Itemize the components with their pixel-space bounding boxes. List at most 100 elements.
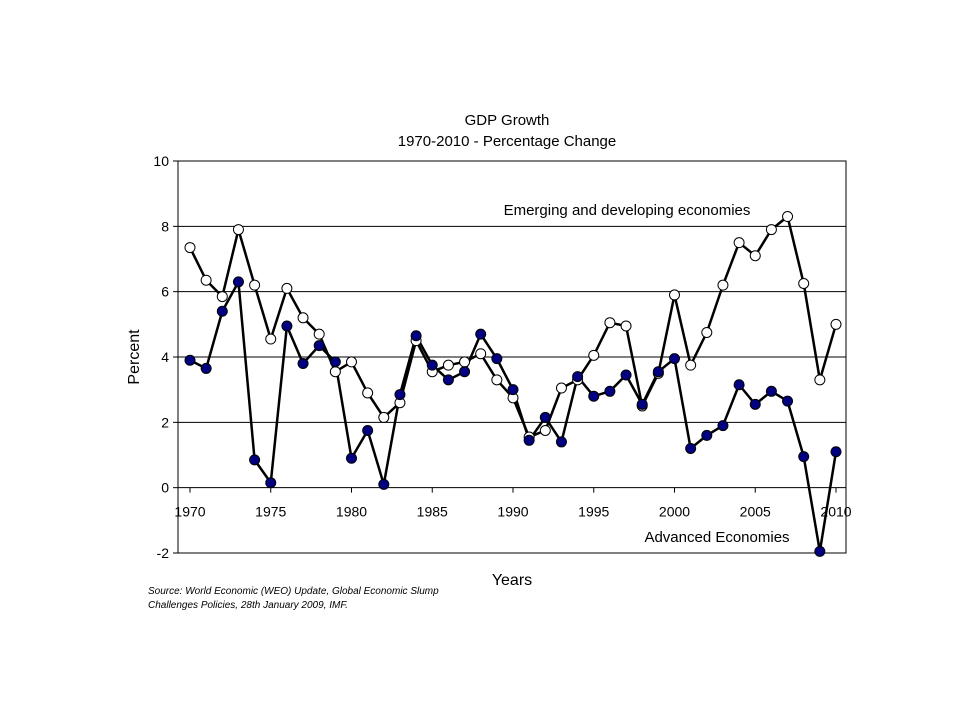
data-point-advanced: [362, 425, 374, 436]
data-point-advanced: [620, 369, 632, 381]
data-point-advanced: [830, 446, 842, 458]
data-point-emerging: [329, 366, 341, 378]
data-point-emerging: [249, 279, 261, 291]
data-point-emerging: [232, 224, 244, 236]
data-point-emerging: [539, 425, 551, 436]
data-point-advanced: [798, 451, 810, 463]
x-tick-label: 1970: [174, 504, 205, 520]
series-layer: [184, 211, 842, 557]
data-point-advanced: [410, 330, 422, 342]
data-point-emerging: [733, 237, 745, 249]
x-axis-title: Years: [492, 572, 532, 589]
x-tick-label: 1980: [336, 504, 367, 520]
x-tick-label: 2000: [659, 504, 690, 520]
y-tick-label: 2: [161, 414, 169, 430]
data-point-emerging: [588, 349, 600, 361]
data-point-emerging: [717, 279, 729, 291]
y-tick-labels: -2 0 2 4 6 8 10: [153, 153, 169, 561]
data-point-advanced: [604, 385, 616, 397]
data-point-advanced: [442, 374, 454, 386]
data-point-emerging: [216, 291, 228, 303]
data-point-emerging: [701, 327, 713, 338]
data-point-emerging: [830, 318, 842, 330]
data-point-emerging: [555, 382, 567, 394]
data-point-advanced: [313, 340, 325, 352]
y-axis-title: Percent: [126, 329, 143, 385]
y-tick-label: 6: [161, 284, 169, 300]
data-point-advanced: [329, 356, 341, 368]
data-point-emerging: [685, 359, 697, 371]
data-point-emerging: [669, 289, 680, 301]
data-point-advanced: [475, 328, 487, 340]
source-line-1: Source: World Economic (WEO) Update, Glo…: [148, 586, 439, 597]
x-tick-label: 1990: [497, 504, 528, 520]
data-point-advanced: [523, 434, 535, 446]
data-point-emerging: [442, 359, 454, 371]
data-point-advanced: [669, 353, 680, 365]
data-point-advanced: [733, 379, 745, 391]
data-point-emerging: [749, 250, 761, 262]
data-point-advanced: [539, 411, 551, 423]
data-point-emerging: [491, 374, 503, 386]
data-point-emerging: [814, 374, 826, 386]
data-point-advanced: [588, 390, 600, 402]
data-point-advanced: [281, 320, 293, 332]
data-point-emerging: [782, 211, 794, 223]
data-point-emerging: [362, 387, 374, 399]
data-point-emerging: [459, 356, 471, 368]
gridlines: [173, 160, 846, 554]
data-point-advanced: [507, 384, 519, 396]
series-label-advanced: Advanced Economies: [644, 529, 789, 546]
data-point-advanced: [200, 362, 212, 374]
data-point-emerging: [475, 348, 487, 360]
data-point-advanced: [216, 305, 228, 317]
data-point-advanced: [572, 371, 584, 383]
data-point-emerging: [378, 411, 390, 423]
series-label-emerging: Emerging and developing economies: [504, 202, 751, 219]
data-point-advanced: [782, 395, 794, 407]
data-point-advanced: [701, 429, 713, 441]
data-point-advanced: [636, 398, 648, 410]
data-point-advanced: [765, 385, 777, 397]
data-point-advanced: [717, 420, 729, 432]
y-tick-label: 10: [153, 153, 169, 169]
y-tick-label: 4: [161, 349, 169, 365]
data-point-emerging: [265, 333, 277, 345]
data-point-advanced: [184, 354, 196, 366]
data-point-emerging: [346, 356, 357, 368]
data-point-advanced: [346, 452, 357, 464]
x-tick-label: 2010: [820, 504, 851, 520]
x-tick-label: 2005: [740, 504, 771, 520]
data-point-emerging: [297, 312, 309, 324]
x-tick-label: 1995: [578, 504, 609, 520]
data-point-advanced: [814, 545, 826, 557]
y-tick-label: 0: [161, 480, 169, 496]
data-point-advanced: [378, 478, 390, 490]
data-point-emerging: [313, 328, 325, 340]
data-point-advanced: [265, 477, 277, 489]
source-note: Source: World Economic (WEO) Update, Glo…: [148, 585, 488, 613]
y-tick-label: -2: [157, 545, 170, 561]
x-tick-label: 1985: [417, 504, 448, 520]
data-point-advanced: [232, 276, 244, 288]
data-point-advanced: [394, 389, 406, 401]
data-point-advanced: [426, 359, 438, 371]
data-point-advanced: [459, 366, 471, 378]
data-point-emerging: [184, 242, 196, 254]
data-point-advanced: [249, 454, 261, 466]
data-point-emerging: [281, 282, 293, 294]
x-tick-label: 1975: [255, 504, 286, 520]
x-tick-labels: 1970 1975 1980 1985 1990 1995 2000 2005 2010: [174, 504, 851, 520]
data-point-advanced: [652, 366, 664, 378]
chart-title: GDP Growth: [465, 112, 550, 129]
data-point-advanced: [297, 358, 309, 370]
chart-subtitle: 1970-2010 - Percentage Change: [398, 133, 617, 150]
data-point-emerging: [604, 317, 616, 329]
data-point-emerging: [765, 224, 777, 236]
data-point-emerging: [200, 274, 212, 286]
data-point-advanced: [491, 353, 503, 365]
data-point-emerging: [620, 320, 632, 332]
data-point-advanced: [749, 398, 761, 410]
data-point-advanced: [685, 442, 697, 454]
